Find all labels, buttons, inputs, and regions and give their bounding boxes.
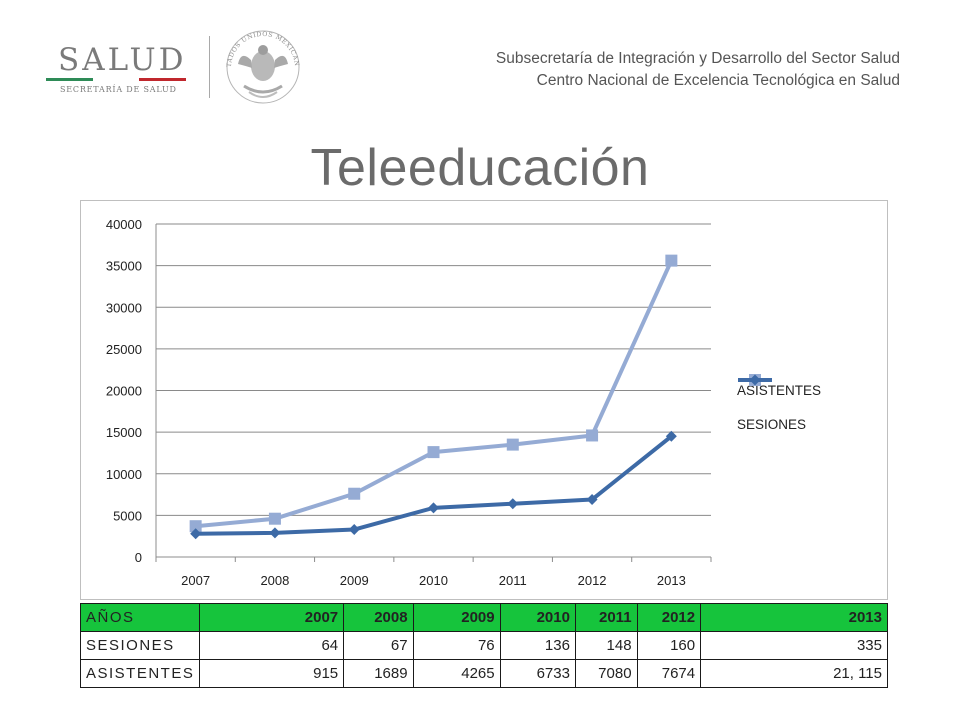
series-asistentes (189, 254, 678, 533)
table-header-cell: 2010 (499, 603, 576, 632)
table-header-row: AÑOS 2007 2008 2009 2010 2011 2012 2013 (79, 603, 888, 632)
series-line-asistentes (195, 259, 674, 529)
y-tick-label: 15000 (106, 425, 142, 440)
table-cell: 7080 (574, 659, 638, 688)
x-tick-label: 2007 (181, 573, 210, 588)
x-tick-label: 2012 (578, 573, 607, 588)
table-cell: 64 (199, 631, 345, 660)
y-tick-label: 5000 (113, 508, 142, 523)
x-tick-label: 2009 (340, 573, 369, 588)
table-cell: 335 (700, 631, 888, 660)
header-institution-text: Subsecretaría de Integración y Desarroll… (496, 48, 900, 92)
table-header-cell: AÑOS (79, 603, 201, 632)
legend-marker-sesiones (749, 374, 761, 386)
y-tick-label: 30000 (106, 300, 142, 315)
data-point-sesiones (190, 528, 202, 540)
data-point-sesiones (269, 527, 281, 539)
table-header-cell: 2013 (700, 603, 888, 632)
header-line-1: Subsecretaría de Integración y Desarroll… (495, 50, 900, 67)
legend-label-sesiones: SESIONES (737, 416, 807, 432)
data-point-sesiones (428, 502, 439, 514)
legend-swatch-sesiones (738, 374, 772, 386)
table-header-cell: 2011 (574, 603, 638, 632)
logo-divider (209, 36, 210, 98)
logo-color-bar (46, 78, 187, 81)
table-cell: 148 (574, 631, 638, 660)
y-tick-label: 25000 (106, 342, 142, 357)
x-tick-label: 2010 (419, 573, 448, 588)
line-chart: 0 5000 10000 15000 20000 25000 30000 35000 40000… (80, 200, 888, 600)
table-header-cell: 2007 (199, 603, 345, 632)
page-title: Teleeducación (310, 139, 650, 197)
table-cell: 4265 (412, 659, 501, 688)
logo-subtitle: SECRETARÍA DE SALUD (60, 85, 177, 94)
logo-word: SALUD (58, 42, 187, 78)
data-point-asistentes (665, 254, 678, 267)
data-point-asistentes (189, 520, 202, 533)
salud-logo: SALUD SECRETARÍA DE SALUD (40, 40, 200, 100)
x-tick-label: 2011 (499, 573, 527, 588)
table-cell: 1689 (343, 659, 414, 688)
y-tick-label: 0 (135, 550, 142, 565)
mexican-coat-of-arms-seal-icon: ESTADOS UNIDOS MEXICANOS (222, 20, 300, 104)
y-tick-label: 35000 (106, 259, 142, 274)
table-cell: 7674 (636, 659, 702, 688)
table-header-cell: 2012 (636, 603, 702, 632)
table-row: SESIONES 64 67 76 136 148 160 335 (79, 631, 888, 660)
data-point-asistentes (268, 512, 281, 525)
table-cell: 21, 115 (700, 659, 888, 688)
y-tick-label: 20000 (106, 384, 142, 399)
legend-label-asistentes: ASISTENTES (737, 382, 822, 398)
table-header-cell: 2009 (412, 603, 501, 632)
y-tick-label: 10000 (106, 467, 142, 482)
chart-x-tick-labels: 2007 2008 2009 2010 2011 2012 2013 (181, 573, 686, 588)
data-point-sesiones (348, 524, 360, 536)
data-point-sesiones (507, 498, 519, 510)
table-cell: 67 (343, 631, 414, 660)
chart-legend: ASISTENTES SESIONES (737, 373, 821, 441)
chart-gridlines (155, 223, 712, 562)
table-cell: 6733 (499, 659, 576, 688)
table-row-label: ASISTENTES (79, 659, 201, 688)
chart-y-tick-labels: 0 5000 10000 15000 20000 25000 30000 35000 40000 (106, 217, 142, 565)
x-tick-label: 2013 (657, 573, 686, 588)
data-point-asistentes (506, 438, 519, 451)
data-point-sesiones (665, 430, 677, 442)
series-sesiones (190, 430, 677, 540)
data-table: AÑOS 2007 2008 2009 2010 2011 2012 2013 … (79, 603, 888, 688)
header-line-2: Centro Nacional de Excelencia Tecnológic… (536, 72, 900, 89)
chart-plot: 0 5000 10000 15000 20000 25000 30000 35000 40000… (106, 217, 712, 588)
table-header-cell: 2008 (343, 603, 414, 632)
data-point-asistentes (348, 487, 361, 500)
table-cell: 136 (499, 631, 576, 660)
table-row: ASISTENTES 915 1689 4265 6733 7080 7674 … (79, 659, 888, 688)
data-point-asistentes (586, 429, 599, 442)
data-point-asistentes (427, 446, 440, 459)
data-point-sesiones (586, 494, 598, 506)
table-row-label: SESIONES (79, 631, 201, 660)
table-cell: 160 (636, 631, 702, 660)
legend-item-sesiones: SESIONES (737, 374, 821, 441)
x-tick-label: 2008 (260, 573, 289, 588)
y-tick-label: 40000 (106, 217, 142, 232)
table-cell: 915 (199, 659, 345, 688)
chart-series (189, 254, 678, 540)
table-cell: 76 (412, 631, 501, 660)
